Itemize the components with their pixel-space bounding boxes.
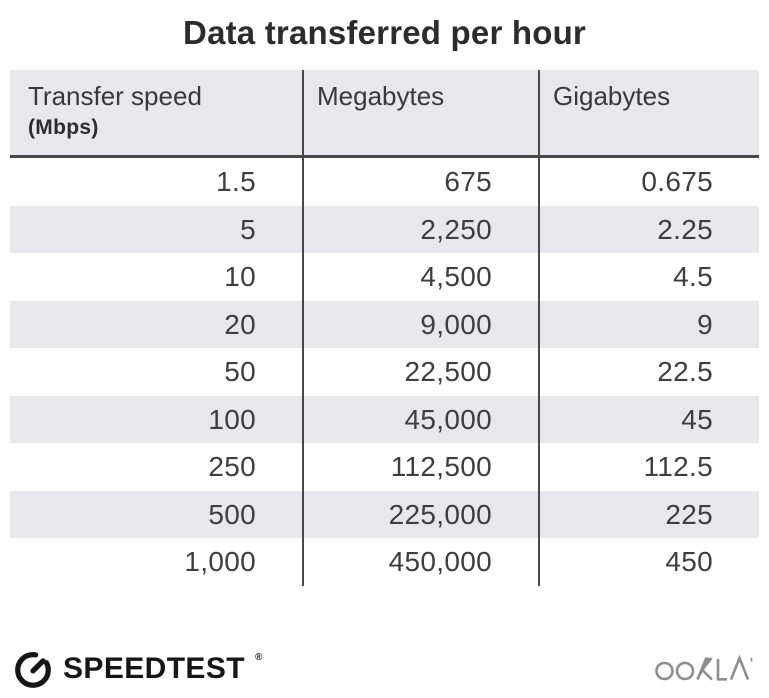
table-cell: 450 — [538, 538, 759, 586]
column-header-megabytes: Megabytes — [302, 70, 538, 155]
table-cell: 2.25 — [538, 205, 759, 253]
table-cell: 22.5 — [538, 348, 759, 396]
speedtest-logo: SPEEDTEST ® — [12, 647, 263, 691]
footer: SPEEDTEST ® OOKLA — [0, 644, 769, 698]
column-header-label: Gigabytes — [553, 81, 671, 111]
table-cell: 45,000 — [302, 395, 538, 443]
speedtest-gauge-icon — [15, 652, 51, 688]
table-cell: 10 — [224, 261, 256, 292]
ookla-wordmark-icon — [655, 654, 753, 681]
table-cell: 50 — [224, 356, 256, 387]
speedtest-wordmark: SPEEDTEST — [63, 652, 245, 685]
table-cell: 4,500 — [302, 253, 538, 301]
table-cell: 225,000 — [302, 490, 538, 538]
page-title: Data transferred per hour — [183, 14, 586, 51]
column-header-label: Transfer speed — [28, 81, 202, 111]
table-cell: 5 — [240, 213, 256, 245]
table-cell: 225 — [538, 490, 759, 538]
table-cell: 9,000 — [302, 300, 538, 348]
table-cell: 500 — [208, 498, 256, 530]
column-header-label: Megabytes — [317, 81, 445, 111]
table-cell: 250 — [208, 451, 256, 482]
table-cell: 20 — [224, 308, 256, 340]
table-header-row: Transfer speed (Mbps) Megabytes Gigabyte… — [10, 70, 759, 158]
table-row: 10 4,500 4.5 — [10, 253, 759, 301]
column-header-transfer-speed: Transfer speed (Mbps) — [10, 70, 302, 155]
table-row: 1,000 450,000 450 — [10, 538, 759, 586]
registered-trademark-icon: ® — [254, 651, 263, 663]
table-cell: 112.5 — [538, 443, 759, 491]
table-cell: 22,500 — [302, 348, 538, 396]
table-cell: 4.5 — [538, 253, 759, 301]
table-cell: 2,250 — [302, 205, 538, 253]
table-row: 5 2,250 2.25 — [10, 205, 759, 253]
table-cell: 450,000 — [302, 538, 538, 586]
table-cell: 1,000 — [184, 546, 256, 577]
table-cell: 9 — [538, 300, 759, 348]
table-row: 100 45,000 45 — [10, 395, 759, 443]
table-cell: 100 — [208, 403, 256, 435]
table-body: 1.5 675 0.675 5 2,250 2.25 10 4,500 4.5 20 9,000 9 5… — [10, 158, 759, 586]
table-cell: 112,500 — [302, 443, 538, 491]
data-table: Transfer speed (Mbps) Megabytes Gigabyte… — [10, 70, 759, 586]
table-row: 250 112,500 112.5 — [10, 443, 759, 491]
table-cell: 675 — [302, 158, 538, 206]
table-row: 1.5 675 0.675 — [10, 158, 759, 206]
table-cell: 1.5 — [216, 166, 256, 197]
table-row: 50 22,500 22.5 — [10, 348, 759, 396]
column-header-unit: (Mbps) — [28, 115, 99, 139]
table-row: 20 9,000 9 — [10, 300, 759, 348]
table-cell: 0.675 — [538, 158, 759, 206]
table-cell: 45 — [538, 395, 759, 443]
column-header-gigabytes: Gigabytes — [538, 70, 759, 155]
ookla-logo: OOKLA — [655, 652, 759, 689]
table-row: 500 225,000 225 — [10, 490, 759, 538]
